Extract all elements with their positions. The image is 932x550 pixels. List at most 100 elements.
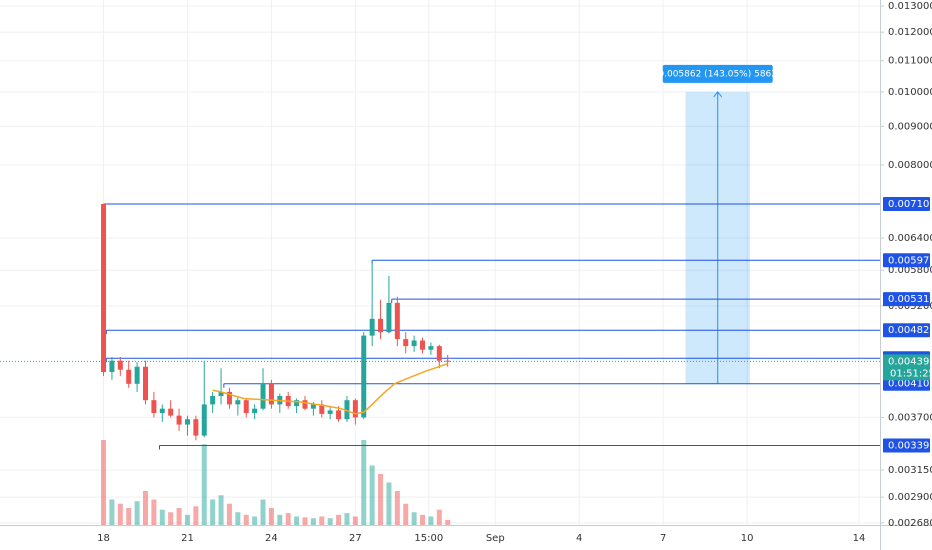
level-label-box bbox=[883, 253, 930, 268]
volume-bar bbox=[134, 501, 140, 525]
moving-average bbox=[212, 362, 448, 415]
volume-bar bbox=[159, 509, 165, 525]
volume-bar bbox=[428, 516, 434, 525]
volume-bar bbox=[252, 516, 258, 525]
measure-arrow-head bbox=[713, 91, 723, 98]
candle-body bbox=[369, 318, 375, 336]
x-tick-label: 7 bbox=[660, 533, 666, 544]
y-tick-label: 0.008000 bbox=[888, 160, 932, 171]
level-label: 0.004829 bbox=[888, 325, 932, 336]
candle-body bbox=[243, 400, 249, 414]
candle-body bbox=[445, 360, 451, 362]
last-price-label: 0.004391 bbox=[888, 356, 932, 367]
candle-body bbox=[193, 419, 199, 436]
level-label-box bbox=[883, 323, 930, 338]
candle-body bbox=[344, 400, 350, 420]
volume-bar bbox=[327, 518, 333, 525]
y-tick-label: 0.013000 bbox=[888, 1, 932, 12]
volume-bar bbox=[218, 495, 224, 525]
volume-bar bbox=[243, 514, 249, 525]
level-label: 0.007100 bbox=[888, 199, 932, 210]
level-label: 0.003396 bbox=[888, 440, 932, 451]
candle-body bbox=[420, 340, 426, 350]
countdown: 01:51:25 bbox=[890, 368, 932, 379]
volume-bar bbox=[268, 508, 274, 525]
level-label-box bbox=[883, 438, 930, 453]
x-tick-label: 24 bbox=[265, 533, 278, 544]
candle-body bbox=[310, 404, 316, 409]
x-tick-label: 27 bbox=[349, 533, 362, 544]
volume-bar bbox=[109, 499, 115, 525]
volume-bar bbox=[352, 516, 358, 525]
volume-bar bbox=[302, 517, 308, 525]
candle-body bbox=[386, 302, 392, 333]
x-tick-label: 10 bbox=[741, 533, 754, 544]
candle-body bbox=[403, 339, 409, 347]
volume-bar bbox=[319, 516, 325, 525]
y-tick-label: 0.006400 bbox=[888, 233, 932, 244]
volume-bar bbox=[394, 491, 400, 525]
measure-label: 0.005862 (143.05%) 5862 bbox=[658, 69, 777, 79]
volume-bar bbox=[411, 512, 417, 525]
volume-bar bbox=[277, 514, 283, 525]
candle-body bbox=[101, 204, 107, 373]
y-tick-label: 0.005800 bbox=[888, 265, 932, 276]
candle-body bbox=[260, 383, 266, 409]
candle-body bbox=[235, 400, 241, 405]
level-label: 0.005310 bbox=[888, 294, 932, 305]
candle-body bbox=[109, 360, 115, 373]
candle-body bbox=[319, 404, 325, 414]
volume-bar bbox=[101, 440, 107, 525]
x-tick-label: 14 bbox=[853, 533, 866, 544]
candle-body bbox=[168, 408, 174, 416]
volume-bar bbox=[151, 499, 157, 525]
candle-body bbox=[210, 396, 216, 405]
volume-bar bbox=[386, 482, 392, 525]
volume-bar bbox=[117, 503, 123, 525]
candle-body bbox=[126, 369, 132, 384]
measure-label-box bbox=[662, 64, 773, 83]
y-tick-label: 0.002900 bbox=[888, 492, 932, 503]
candle-body bbox=[268, 383, 274, 405]
volume-bar bbox=[126, 508, 132, 525]
volume-bar bbox=[143, 491, 149, 525]
level-label-box bbox=[883, 292, 930, 307]
y-tick-label: 0.005200 bbox=[888, 301, 932, 312]
y-tick-label: 0.003150 bbox=[888, 465, 932, 476]
volume-bar bbox=[294, 516, 300, 525]
candle-body bbox=[201, 404, 207, 436]
candle-body bbox=[336, 410, 342, 420]
volume-bar bbox=[336, 514, 342, 525]
candle-body bbox=[151, 400, 157, 414]
y-tick-label: 0.010000 bbox=[888, 87, 932, 98]
volume-bar bbox=[260, 499, 266, 525]
level-label: 0.004101 bbox=[888, 379, 932, 390]
candle-body bbox=[378, 318, 384, 333]
candle-body bbox=[302, 400, 308, 409]
candle-body bbox=[428, 346, 434, 350]
candle-body bbox=[226, 391, 232, 405]
level-label-box bbox=[883, 197, 930, 212]
volume-bar bbox=[403, 503, 409, 525]
candle-body bbox=[294, 400, 300, 407]
candle-body bbox=[327, 410, 333, 414]
volume-bar bbox=[369, 465, 375, 525]
y-tick-label: 0.002680 bbox=[888, 518, 932, 529]
volume-bar bbox=[420, 514, 426, 525]
last-price-box bbox=[883, 354, 930, 381]
volume-bar bbox=[235, 512, 241, 525]
candle-body bbox=[134, 366, 140, 384]
candle-body bbox=[361, 335, 367, 418]
volume-bar bbox=[378, 474, 384, 525]
candle-body bbox=[252, 408, 258, 414]
level-label: 0.005979 bbox=[888, 255, 932, 266]
candle-body bbox=[352, 400, 358, 418]
y-tick-label: 0.011000 bbox=[888, 56, 932, 67]
x-tick-label: Sep bbox=[486, 533, 505, 544]
x-tick-label: 4 bbox=[576, 533, 582, 544]
volume-bar bbox=[344, 513, 350, 525]
x-tick-label: 21 bbox=[181, 533, 194, 544]
y-tick-label: 0.009000 bbox=[888, 121, 932, 132]
volume-bar bbox=[176, 508, 182, 525]
